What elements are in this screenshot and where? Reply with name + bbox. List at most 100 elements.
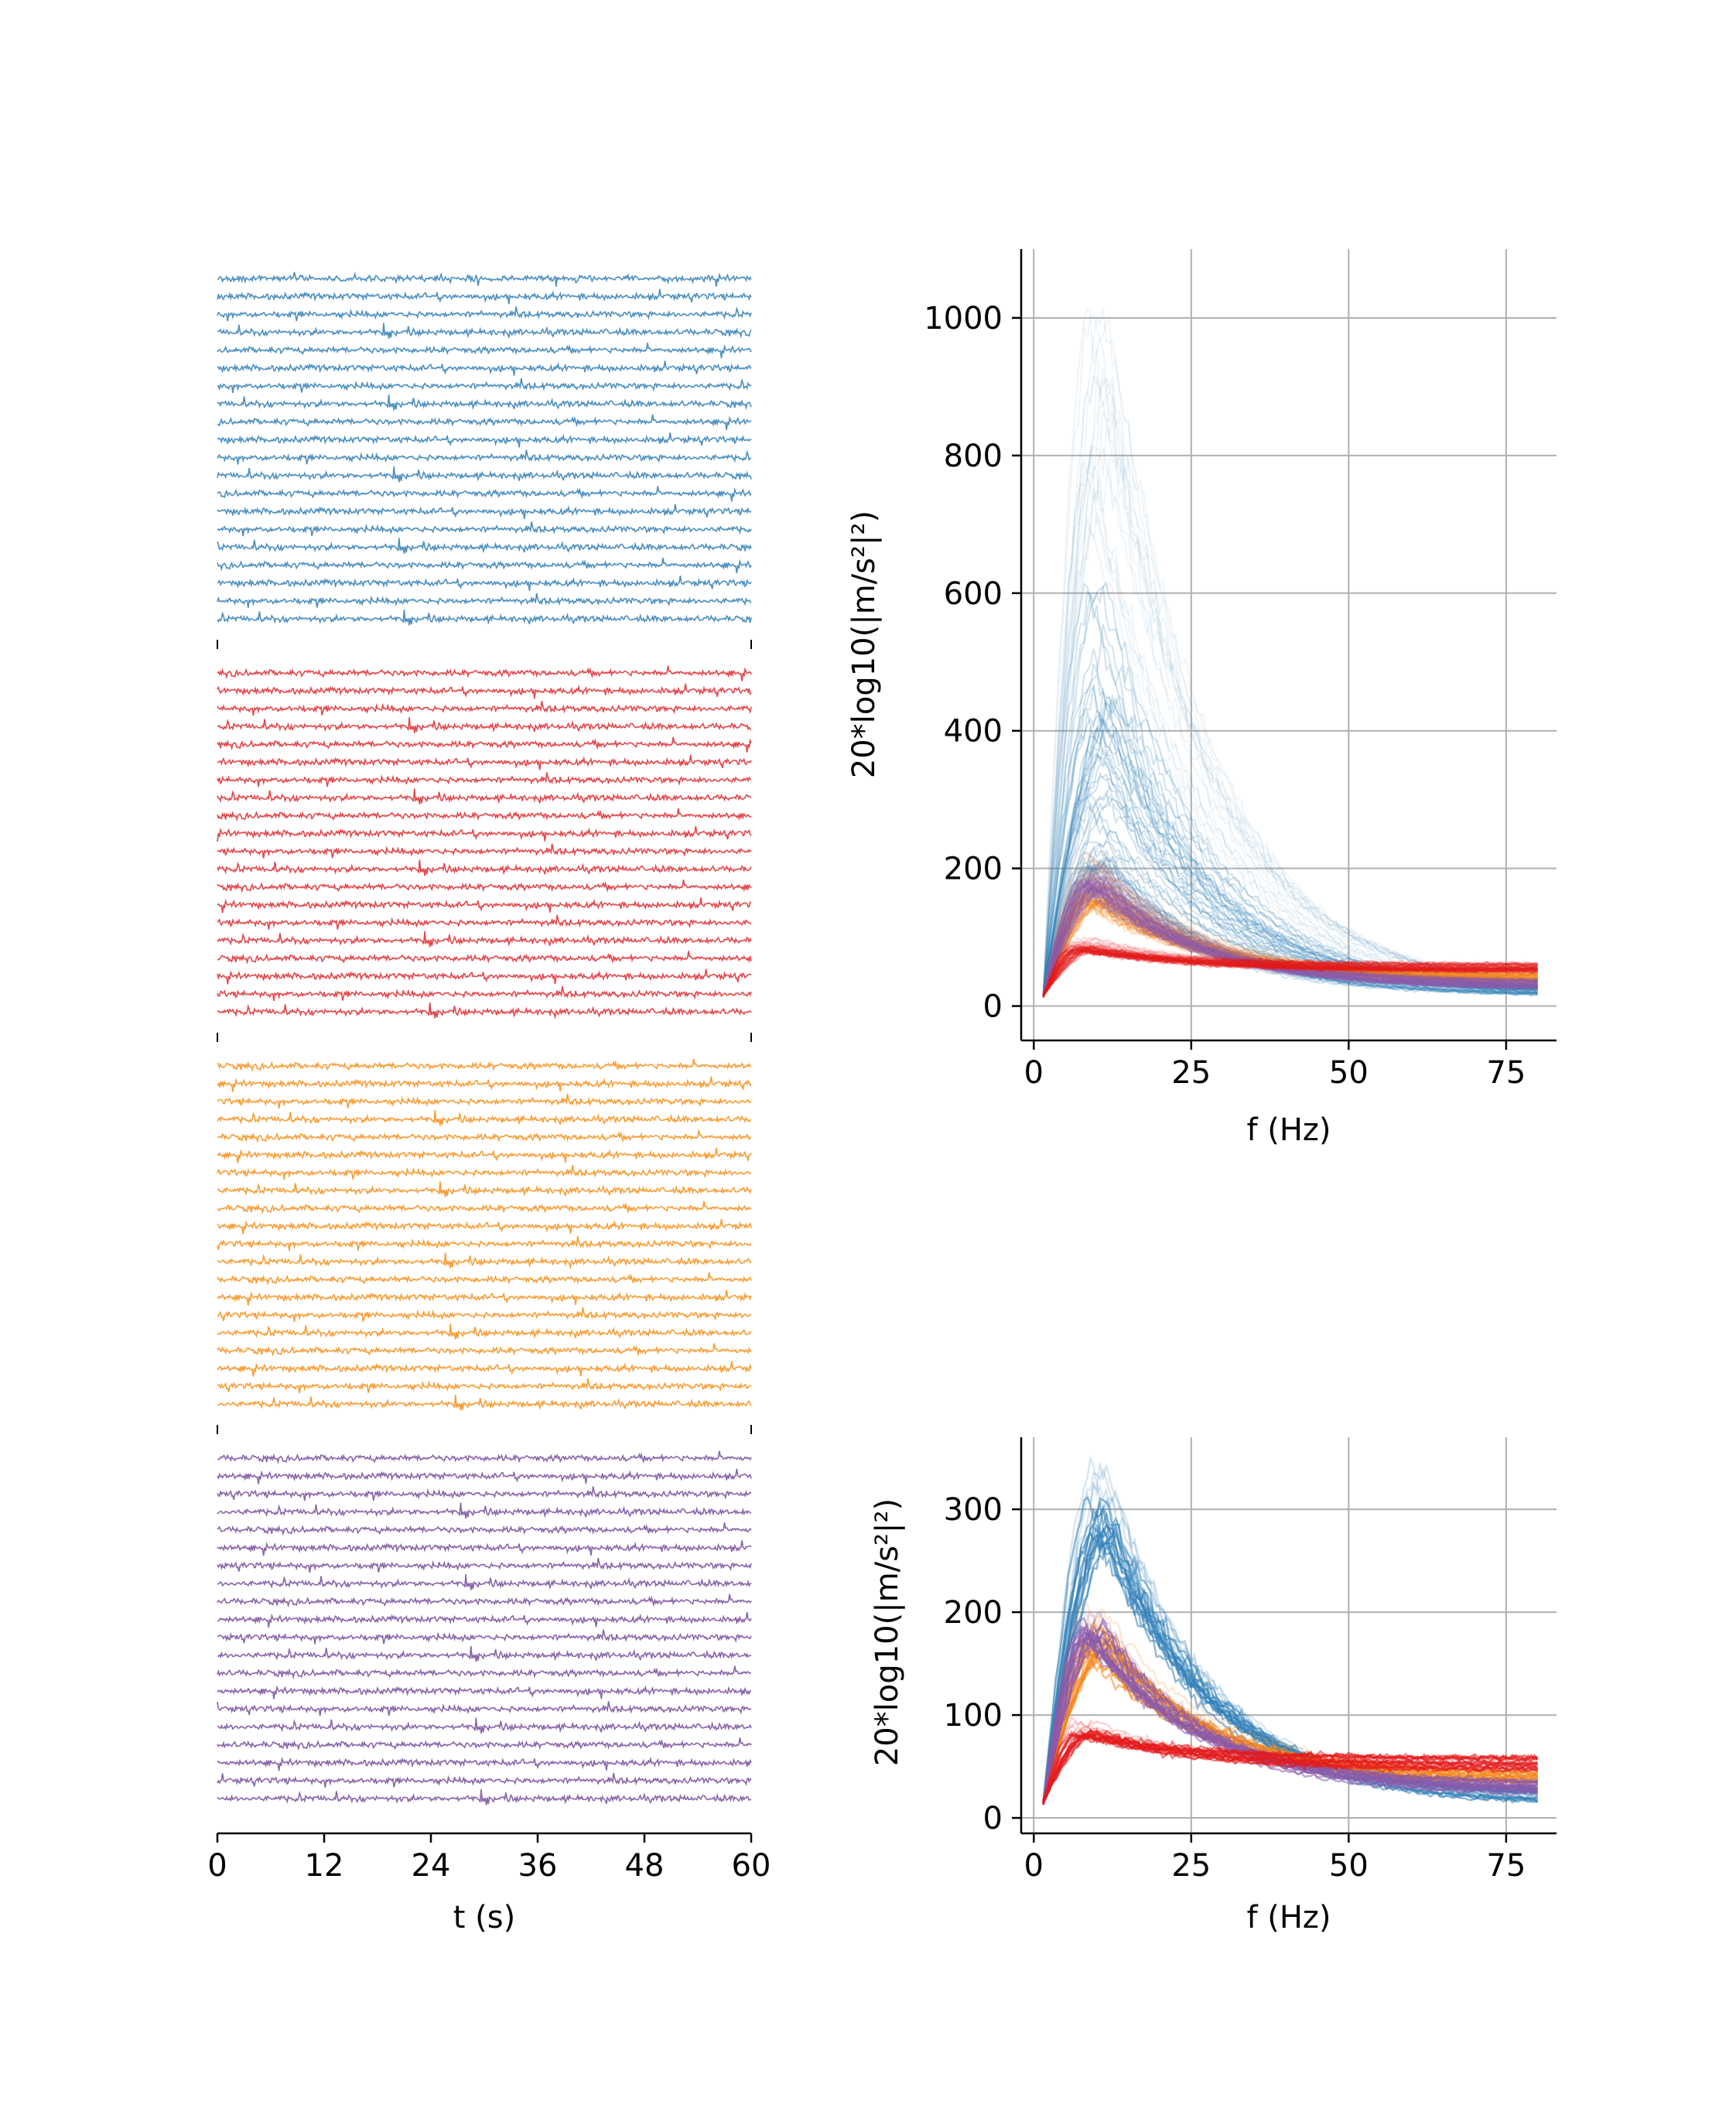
spectrum-line [1042, 878, 1538, 997]
spectrum-line [1042, 944, 1539, 996]
time-trace [217, 969, 752, 985]
spectra-all-panel: 0 25 50 75 0 200 400 600 800 1000 f (Hz) 20*log10… [846, 249, 1557, 1148]
spectrum-line [1042, 840, 1538, 996]
spectrum-line [1042, 874, 1538, 995]
time-trace [217, 880, 752, 893]
time-trace [217, 504, 752, 520]
spectrum-line [1042, 866, 1538, 997]
spectrum-line [1042, 771, 1538, 996]
spectrum-line [1042, 948, 1538, 998]
spectrum-line [1042, 856, 1538, 998]
spectrum-line [1042, 945, 1539, 998]
spectrum-line [1042, 941, 1538, 996]
spectrum-line [1042, 1730, 1539, 1802]
spectrum-line [1042, 937, 1538, 996]
time-trace [217, 825, 752, 842]
spectrum-line [1042, 895, 1538, 998]
spectrum-line [1042, 864, 1539, 997]
spectrum-line [1042, 942, 1538, 996]
time-trace [217, 1701, 752, 1717]
spectrum-line [1042, 882, 1538, 999]
time-trace [217, 1557, 752, 1573]
spectrum-line [1042, 901, 1539, 996]
time-trace [217, 843, 752, 859]
spectrum-line [1042, 897, 1539, 996]
time-trace [217, 665, 752, 682]
spectrum-line [1042, 893, 1539, 997]
spectrum-line [1042, 309, 1538, 996]
spectrum-line [1042, 881, 1538, 996]
spectrum-line [1042, 859, 1538, 994]
spectrum-line [1042, 887, 1539, 996]
time-tick-label: 0 [207, 1848, 227, 1884]
spectrum-line [1042, 623, 1538, 996]
spectrum-line [1042, 871, 1539, 996]
spectrum-line [1042, 898, 1539, 997]
spectra-mean-x-label: f (Hz) [1246, 1900, 1331, 1935]
spectrum-line [1042, 719, 1538, 996]
spectrum-line [1042, 855, 1538, 997]
spectrum-line [1042, 900, 1538, 996]
time-trace [217, 576, 752, 591]
spectrum-line [1042, 517, 1538, 997]
time-tick-label: 60 [732, 1848, 771, 1884]
spectrum-line [1042, 876, 1538, 998]
spectrum-line [1042, 746, 1538, 996]
spectrum-line [1042, 865, 1539, 997]
spectrum-line [1042, 709, 1539, 996]
time-trace [217, 683, 752, 699]
spectrum-line [1042, 899, 1539, 997]
spectrum-line [1042, 872, 1538, 996]
spectrum-line [1042, 880, 1538, 996]
time-trace [217, 1272, 752, 1286]
time-trace [217, 306, 752, 322]
spectrum-line [1042, 693, 1538, 996]
spectrum-line [1042, 897, 1538, 997]
spectrum-line [1042, 945, 1538, 996]
spectrum-line [1042, 880, 1538, 994]
spectrum-line [1042, 947, 1538, 996]
spectrum-line [1042, 695, 1538, 996]
spectrum-line [1042, 879, 1538, 996]
time-trace [217, 914, 752, 930]
spectrum-line [1042, 860, 1538, 996]
spectrum-line [1042, 458, 1538, 997]
spectrum-line [1042, 941, 1538, 997]
spectrum-line [1042, 893, 1538, 996]
time-trace [217, 1645, 752, 1662]
spectrum-line [1042, 886, 1538, 998]
spectrum-line [1042, 755, 1538, 996]
spectrum-line [1042, 879, 1538, 997]
spectrum-line [1042, 896, 1539, 996]
spectrum-line [1042, 856, 1538, 996]
spectrum-line [1042, 876, 1538, 996]
time-trace [217, 1522, 752, 1536]
spectrum-line [1042, 867, 1538, 996]
spectrum-line [1042, 580, 1538, 996]
spectrum-line [1042, 945, 1538, 996]
spectrum-line [1042, 941, 1539, 997]
time-trace [217, 788, 752, 805]
spectrum-line [1042, 881, 1539, 997]
spectrum-line [1042, 944, 1538, 997]
x-tick-label: 0 [1024, 1055, 1044, 1091]
time-trace [217, 1394, 752, 1411]
spectrum-line [1042, 444, 1539, 995]
spectrum-line [1042, 805, 1538, 996]
spectrum-line [1042, 846, 1538, 997]
spectrum-line [1042, 732, 1538, 996]
spectrum-line [1042, 878, 1539, 996]
spectrum-line [1042, 950, 1538, 996]
y-tick-label: 300 [944, 1492, 1003, 1528]
time-trace [217, 609, 752, 626]
time-trace [217, 1290, 752, 1306]
time-trace [217, 1164, 752, 1180]
spectrum-line [1042, 408, 1538, 995]
spectrum-line [1042, 884, 1539, 996]
spectrum-line [1042, 864, 1538, 996]
time-trace [217, 1502, 752, 1519]
spectrum-line [1042, 313, 1538, 997]
y-tick-label: 600 [944, 576, 1003, 612]
spectrum-line [1042, 864, 1538, 996]
spectrum-line [1042, 476, 1538, 996]
